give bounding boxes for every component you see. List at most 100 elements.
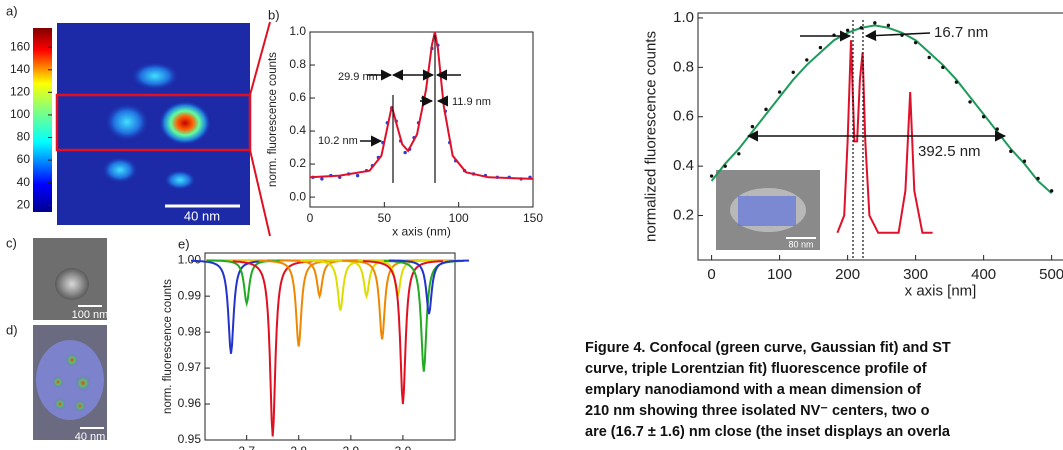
arrow [864,29,931,42]
plot-frame [309,31,534,208]
nv-center [54,398,66,410]
colorbar-tick-label: 140 [10,62,30,76]
data-point [1022,159,1027,163]
y-tick-label: 0.6 [673,108,694,125]
spot [131,62,179,90]
y-axis-label: normalized fluorescence counts [642,31,659,242]
data-point [927,55,931,60]
colorbar-tick-label: 40 [17,175,31,189]
x-axis-label: x axis (nm) [392,224,451,238]
colorbar-tick-label: 80 [17,130,31,144]
x-tick-label: 0 [307,211,314,225]
data-point [723,164,727,168]
x-tick-label: 100 [767,266,792,283]
y-tick-label: 1.00 [178,252,202,266]
y-tick-label: 0.8 [673,58,694,75]
spot [102,157,138,183]
data-point [913,40,918,45]
panel-label: e) [178,236,190,251]
y-tick-label: 1.0 [673,9,694,26]
y-axis-label: norm. fluorescence counts [162,279,174,414]
data-point [886,23,891,28]
y-tick-label: 0.96 [178,396,202,410]
resonance-dip [362,260,443,405]
colorbar-tick-label: 20 [17,197,31,211]
y-tick-label: 0.97 [178,360,202,374]
connector [249,149,271,237]
y-tick-label: 1.0 [289,24,306,38]
spot [105,103,149,141]
data-point [1009,149,1013,154]
resonance-dip [388,259,470,315]
spot [164,170,196,190]
nv-center [65,353,79,367]
resonance-dip [232,260,313,437]
plot-frame [204,252,456,441]
data-point [873,21,877,25]
panel-label: b) [268,7,280,22]
x-tick-label: 0 [707,266,715,283]
x-tick-label: 400 [971,266,996,283]
data-point [777,90,782,94]
x-tick-label: 50 [378,211,392,225]
caption-line: Figure 4. Confocal (green curve, Gaussia… [585,340,951,356]
y-tick-label: 0.98 [178,324,202,338]
data-point [737,152,741,156]
y-tick-label: 0.95 [178,432,202,446]
highlight-box [55,93,252,152]
x-tick-label: 500 [1039,266,1063,283]
y-tick-label: 0.2 [673,207,694,224]
inset-scale-label: 80 nm [788,239,813,249]
y-tick-label: 0.4 [289,123,306,137]
scale-bar-label: 100 nm [72,309,109,321]
connector [249,21,271,96]
fit-curve [309,31,534,180]
spot [159,101,211,145]
x-tick-label: 2.8 [290,444,307,450]
annotation: 11.9 nm [452,96,491,108]
x-tick-label: 100 [449,211,469,225]
resonance-dip [258,259,339,347]
data-point [791,70,795,74]
x-tick-label: 150 [523,211,543,225]
colorbar-tick-label: 60 [17,152,31,166]
x-tick-label: 2.7 [238,444,255,450]
data-point [764,107,768,112]
scale-bar-label: 40 nm [184,208,220,223]
data-point [709,174,714,178]
annotation: 29.9 nm [338,71,378,83]
data-point [1036,176,1040,181]
scale-bar-label: 40 nm [75,431,106,443]
annotation: 10.2 nm [318,135,358,147]
panel-label: d) [6,322,18,337]
caption-line: are (16.7 ± 1.6) nm close (the inset dis… [585,424,951,440]
y-tick-label: 0.8 [289,57,306,71]
colorbar [33,28,52,212]
data-point [805,58,809,62]
y-tick-label: 0.4 [673,157,694,174]
nv-center [75,375,91,391]
x-tick-label: 2.9 [342,444,359,450]
fit-curve [710,24,1053,195]
nv-center [74,400,86,412]
nv-center [52,376,64,388]
x-tick-label: 3.0 [395,444,412,450]
heatmap-image [57,23,250,225]
colorbar-tick-label: 100 [10,107,30,121]
y-tick-label: 0.6 [289,90,306,104]
data-point [845,28,850,32]
panel-label: a) [6,3,18,18]
data-point [320,177,324,181]
colorbar-tick-label: 160 [10,39,30,53]
data-point [859,26,863,30]
caption-line: 210 nm showing three isolated NV⁻ center… [585,403,930,419]
inset-overlay [738,196,796,226]
annotation: 16.7 nm [934,24,988,41]
resonance-dip [342,259,423,340]
data-point [995,127,999,131]
y-tick-label: 0.0 [289,189,306,203]
data-point [750,124,755,129]
resonance-dip [191,259,271,354]
